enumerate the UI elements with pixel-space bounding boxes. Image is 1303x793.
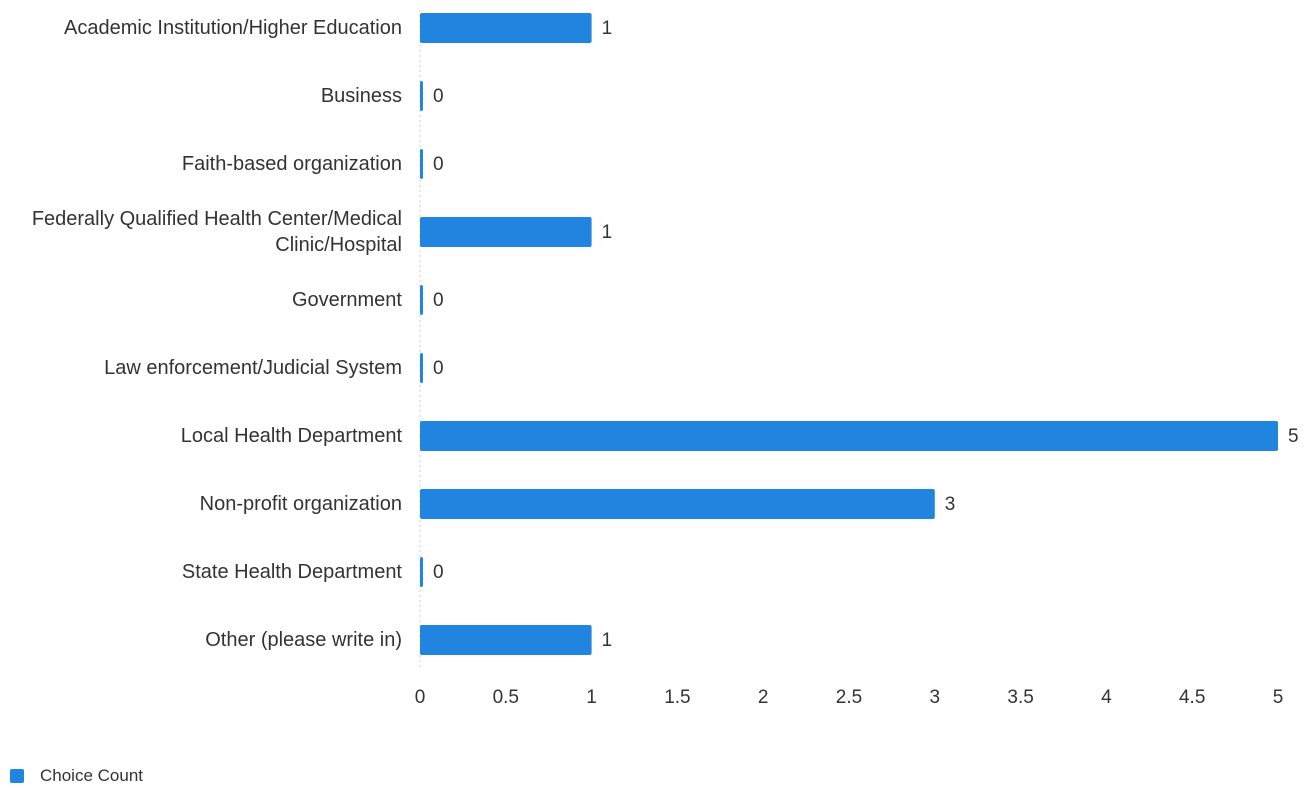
bar <box>420 81 423 111</box>
category-label: Academic Institution/Higher Education <box>64 17 402 39</box>
value-label: 0 <box>433 290 444 311</box>
category-label: Business <box>320 85 402 107</box>
category-label: Faith-based organization <box>181 153 402 175</box>
bar <box>420 285 423 315</box>
legend-swatch <box>10 769 24 783</box>
x-tick-label: 5 <box>1273 687 1284 708</box>
x-tick-label: 0.5 <box>493 687 519 708</box>
x-tick-label: 0 <box>415 687 426 708</box>
x-tick-label: 2.5 <box>836 687 862 708</box>
category-label: Other (please write in) <box>205 629 402 651</box>
x-tick-label: 2 <box>758 687 769 708</box>
category-label: Federally Qualified Health Center/Medica… <box>31 208 402 256</box>
value-label: 0 <box>433 358 444 379</box>
x-tick-label: 4 <box>1101 687 1112 708</box>
category-label: Local Health Department <box>180 425 402 447</box>
value-label: 1 <box>602 222 613 243</box>
bar <box>420 557 423 587</box>
bar <box>420 13 592 43</box>
category-label: State Health Department <box>181 561 402 583</box>
value-label: 1 <box>602 630 613 651</box>
bar <box>420 625 592 655</box>
legend-label: Choice Count <box>40 766 144 785</box>
bar <box>420 149 423 179</box>
category-label: Non-profit organization <box>199 493 402 515</box>
value-label: 0 <box>433 86 444 107</box>
value-label: 5 <box>1288 426 1299 447</box>
category-label: Law enforcement/Judicial System <box>104 357 402 379</box>
x-tick-label: 1 <box>586 687 597 708</box>
value-label: 1 <box>602 18 613 39</box>
bar <box>420 217 592 247</box>
x-tick-label: 1.5 <box>664 687 690 708</box>
value-label: 3 <box>945 494 956 515</box>
bar <box>420 421 1278 451</box>
value-label: 0 <box>433 562 444 583</box>
value-label: 0 <box>433 154 444 175</box>
x-tick-label: 3 <box>930 687 941 708</box>
x-tick-label: 4.5 <box>1179 687 1205 708</box>
bar <box>420 353 423 383</box>
x-tick-label: 3.5 <box>1007 687 1033 708</box>
bar <box>420 489 935 519</box>
category-label: Government <box>291 289 402 311</box>
